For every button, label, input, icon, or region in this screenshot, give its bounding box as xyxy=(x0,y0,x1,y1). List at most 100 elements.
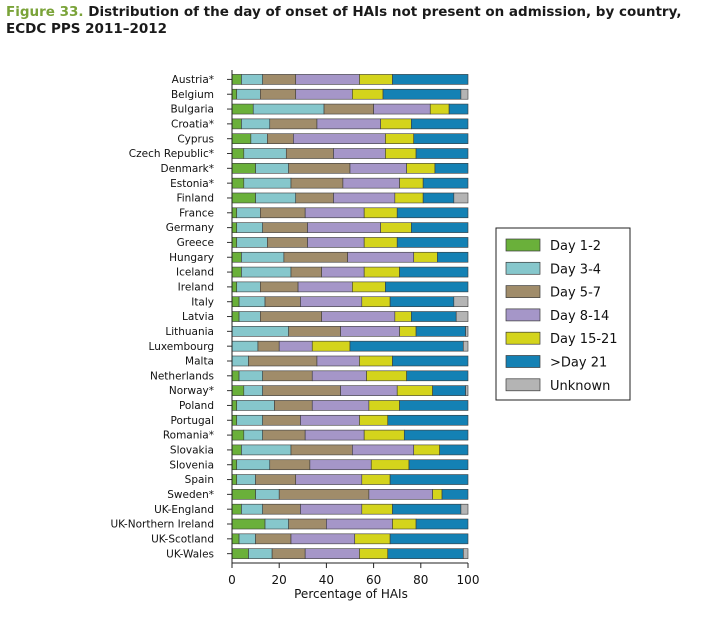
category-label: Greece xyxy=(177,237,214,249)
category-label: Hungary xyxy=(169,252,214,264)
x-tick-label: 100 xyxy=(457,573,480,587)
bar-segment xyxy=(248,548,273,559)
bar-segment xyxy=(285,148,334,159)
bar-segment xyxy=(231,296,240,308)
bar-segment xyxy=(399,326,417,337)
bar-segment xyxy=(297,281,353,293)
bar-segment xyxy=(295,74,360,85)
bar-segment xyxy=(300,414,360,426)
bar-segment xyxy=(231,192,256,204)
bar-segment xyxy=(295,192,334,204)
bar-segment xyxy=(368,400,400,411)
bar-segment xyxy=(434,163,469,174)
legend-swatch xyxy=(505,355,541,368)
bar-segment xyxy=(304,207,365,219)
bar-segment xyxy=(231,370,240,382)
bar-segment xyxy=(264,518,289,530)
bar-segment xyxy=(231,340,259,352)
bar-segment xyxy=(380,118,412,130)
legend-label: Unknown xyxy=(550,379,610,394)
bar-segment xyxy=(385,133,415,144)
bar-segment xyxy=(260,281,299,293)
x-tick-label: 40 xyxy=(319,573,334,587)
bar-segment xyxy=(415,326,466,337)
bar-segment xyxy=(439,444,469,456)
bar-segment xyxy=(271,548,306,559)
category-label: Finland xyxy=(176,193,214,205)
bar-segment xyxy=(231,444,242,456)
bar-segment xyxy=(260,311,322,322)
bar-segment xyxy=(290,177,344,189)
category-label: Denmark* xyxy=(160,163,214,175)
bar-segment xyxy=(295,474,363,485)
bar-segment xyxy=(262,385,341,396)
bar-segment xyxy=(354,533,391,545)
bar-segment xyxy=(236,207,261,219)
bar-segment xyxy=(311,370,367,382)
bar-segment xyxy=(231,118,242,130)
bar-segment xyxy=(316,118,381,130)
bar-segment xyxy=(231,103,254,115)
category-label: UK-Scotland xyxy=(151,533,214,545)
bar-segment xyxy=(236,459,271,471)
bar-segment xyxy=(231,400,238,411)
bar-segment xyxy=(278,340,313,352)
bar-segment xyxy=(231,533,240,545)
bar-segment xyxy=(243,177,292,189)
bar-segment xyxy=(304,548,360,559)
x-tick-label: 0 xyxy=(228,573,236,587)
bar-segment xyxy=(290,266,322,278)
bar-segment xyxy=(231,548,249,559)
bar-segment xyxy=(399,400,469,411)
bar-segment xyxy=(361,296,391,308)
bar-segment xyxy=(363,266,400,278)
bar-segment xyxy=(359,414,389,426)
bar-segment xyxy=(231,207,238,219)
bar-segment xyxy=(288,518,327,530)
bar-segment xyxy=(349,340,464,352)
category-label: Poland xyxy=(179,400,214,412)
category-label: Croatia* xyxy=(171,118,214,130)
bar-segment xyxy=(396,207,469,219)
bar-segment xyxy=(260,207,306,219)
bar-segment xyxy=(321,311,396,322)
bar-segment xyxy=(231,222,238,233)
bar-segment xyxy=(448,103,469,115)
category-label: Netherlands xyxy=(150,370,214,382)
bar-segment xyxy=(403,429,469,441)
bar-segment xyxy=(238,311,261,322)
bar-segment xyxy=(363,237,398,248)
legend: Day 1-2 Day 3-4 Day 5-7 Day 8-14 Day 15-21 >D… xyxy=(495,227,631,401)
figure-title: Figure 33. Distribution of the day of on… xyxy=(6,4,696,38)
bar-segment xyxy=(243,429,263,441)
bar-segment xyxy=(389,474,469,485)
bar-segment xyxy=(455,311,469,322)
bar-segment xyxy=(238,533,256,545)
bar-segment xyxy=(238,296,266,308)
bar-segment xyxy=(411,222,469,233)
bar-segment xyxy=(231,281,238,293)
x-tick-label: 80 xyxy=(413,573,428,587)
bar-segment xyxy=(411,118,469,130)
category-label: Norway* xyxy=(169,385,214,397)
bar-segment xyxy=(373,103,431,115)
bar-segment xyxy=(333,192,396,204)
bar-segment xyxy=(422,192,455,204)
bar-segment xyxy=(288,163,351,174)
category-label: Slovakia xyxy=(170,445,214,457)
bar-segment xyxy=(304,429,365,441)
bar-segment xyxy=(231,326,289,337)
bar-segment xyxy=(340,326,400,337)
bar-segment xyxy=(236,237,268,248)
bar-segment xyxy=(267,237,308,248)
bar-segment xyxy=(274,400,313,411)
bar-segment xyxy=(243,148,287,159)
bar-segment xyxy=(290,533,356,545)
bar-segment xyxy=(413,133,469,144)
category-label: Luxembourg xyxy=(149,341,214,353)
bar-segment xyxy=(361,474,391,485)
bar-segment xyxy=(311,340,351,352)
bar-segment xyxy=(406,370,469,382)
bar-segment xyxy=(231,251,242,263)
